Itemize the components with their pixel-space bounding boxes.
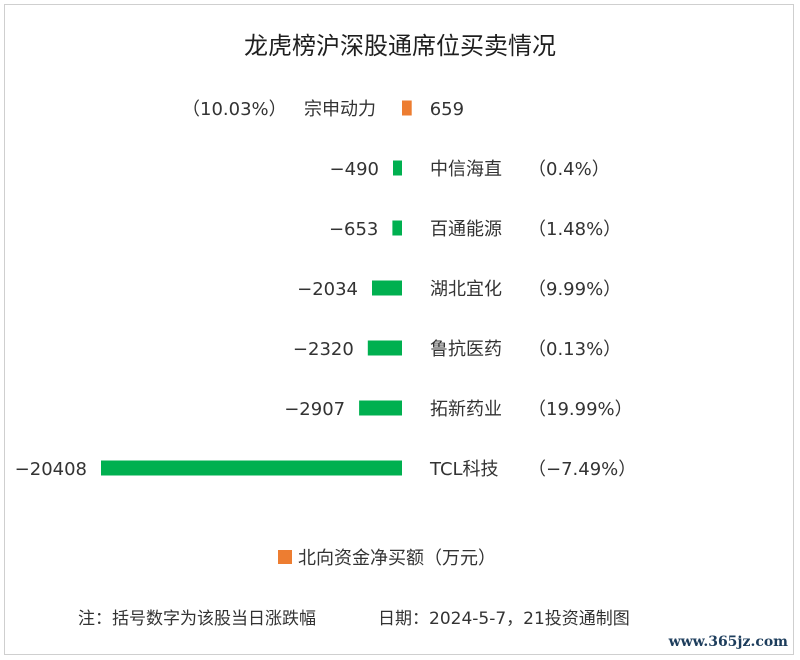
category-label-4: 鲁抗医药 (430, 339, 502, 360)
legend-swatch (278, 550, 292, 564)
category-label-2: 百通能源 (430, 219, 502, 240)
change-label-0: （10.03%） (182, 99, 287, 120)
chart-frame (4, 4, 794, 655)
bar-5 (359, 400, 402, 416)
value-label-4: −2320 (293, 339, 354, 360)
bar-2 (392, 220, 402, 236)
category-label-3: 湖北宜化 (430, 279, 502, 300)
bar-4 (367, 340, 402, 356)
category-label-6: TCL科技 (429, 459, 499, 480)
value-label-5: −2907 (284, 399, 345, 420)
change-label-1: （0.4%） (528, 159, 610, 180)
legend-label: 北向资金净买额（万元） (298, 548, 496, 569)
value-label-2: −653 (329, 219, 378, 240)
category-label-0: 宗申动力 (304, 99, 376, 120)
change-label-6: （−7.49%） (528, 459, 636, 480)
change-label-5: （19.99%） (528, 399, 633, 420)
chart-title: 龙虎榜沪深股通席位买卖情况 (244, 32, 556, 60)
change-label-3: （9.99%） (528, 279, 621, 300)
bar-3 (372, 280, 402, 296)
value-label-3: −2034 (297, 279, 358, 300)
bar-6 (101, 460, 402, 476)
watermark: www.365jz.com (668, 634, 788, 650)
bar-0 (402, 100, 412, 116)
bar-1 (393, 160, 402, 176)
change-label-2: （1.48%） (528, 219, 621, 240)
category-label-5: 拓新药业 (430, 399, 502, 420)
change-label-4: （0.13%） (528, 339, 621, 360)
category-label-1: 中信海直 (430, 159, 502, 180)
legend: 北向资金净买额（万元） (278, 544, 496, 570)
value-label-1: −490 (330, 159, 379, 180)
footer-note: 注：括号数字为该股当日涨跌幅 (78, 609, 316, 629)
value-label-0: 659 (430, 99, 464, 120)
footer-source: 日期：2024-5-7，21投资通制图 (378, 609, 630, 629)
value-label-6: −20408 (15, 459, 87, 480)
